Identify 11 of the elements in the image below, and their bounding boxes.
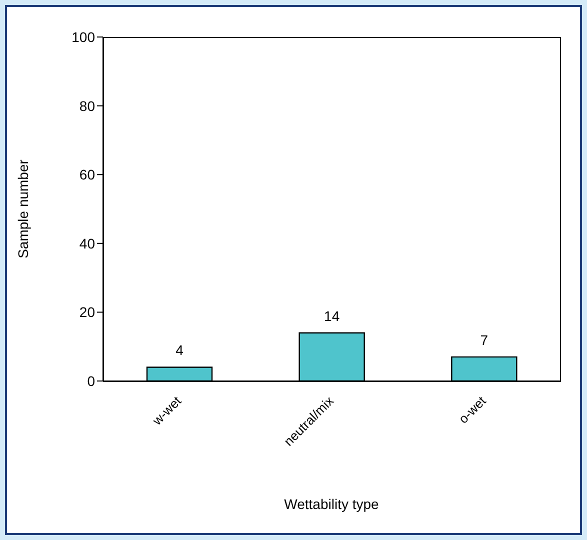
y-tick-label: 100 bbox=[72, 28, 96, 45]
data-label: 4 bbox=[176, 342, 184, 358]
y-tick-label: 20 bbox=[79, 304, 96, 320]
data-label: 14 bbox=[324, 308, 340, 324]
y-tick-label: 60 bbox=[79, 166, 96, 183]
data-label: 7 bbox=[480, 332, 488, 348]
y-tick-label: 40 bbox=[79, 235, 96, 252]
x-axis-title: Wettability type bbox=[284, 496, 380, 512]
y-axis-title: Sample number bbox=[14, 159, 31, 258]
y-tick-label: 80 bbox=[79, 98, 96, 114]
y-tick-label: 0 bbox=[87, 372, 96, 389]
